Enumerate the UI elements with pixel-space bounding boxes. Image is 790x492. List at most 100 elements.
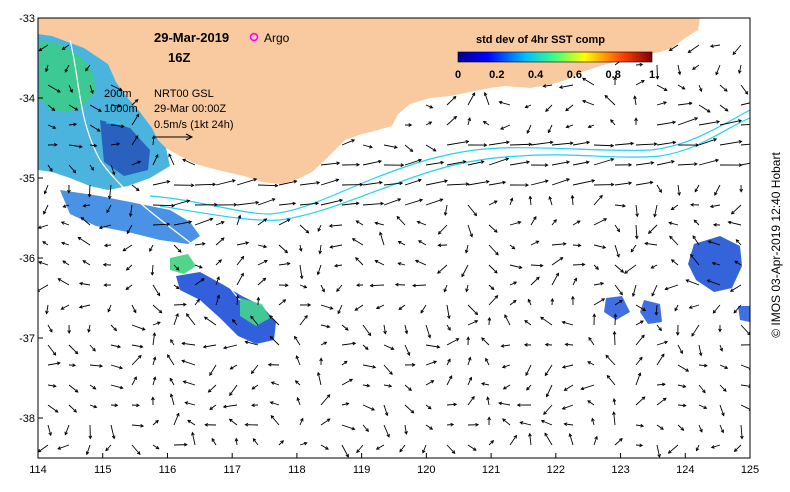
current-arrow <box>509 264 523 269</box>
current-arrow <box>173 220 193 226</box>
current-arrow <box>131 113 140 126</box>
current-arrow <box>173 183 195 188</box>
current-arrow <box>257 277 267 286</box>
current-arrow <box>110 124 125 129</box>
current-arrow <box>740 344 750 346</box>
current-arrow <box>316 264 322 276</box>
current-arrow <box>383 384 393 388</box>
current-arrow <box>467 395 475 406</box>
current-arrow <box>299 181 321 186</box>
current-arrow <box>544 432 553 446</box>
current-arrow <box>740 424 744 440</box>
current-arrow <box>251 384 259 390</box>
current-arrow <box>570 194 575 206</box>
current-arrow <box>561 320 574 326</box>
current-arrow <box>543 404 553 416</box>
current-arrow <box>379 231 385 246</box>
current-arrow <box>404 404 415 414</box>
current-arrow <box>404 363 416 367</box>
current-arrow <box>692 64 700 70</box>
current-arrow <box>498 401 511 406</box>
current-arrow <box>509 434 517 446</box>
current-arrow <box>614 181 633 186</box>
current-arrow <box>582 99 595 106</box>
current-arrow <box>187 419 196 426</box>
current-arrow <box>362 159 383 166</box>
current-arrow <box>734 260 742 266</box>
current-arrow <box>698 384 706 394</box>
current-arrow <box>152 222 171 227</box>
current-arrow <box>60 221 70 226</box>
current-arrow <box>362 404 376 411</box>
current-arrow <box>593 281 605 286</box>
current-arrow <box>88 424 93 440</box>
current-vector-field <box>38 44 750 458</box>
current-arrow <box>107 304 112 313</box>
current-arrow <box>85 444 91 456</box>
current-arrow <box>548 195 553 206</box>
current-arrow <box>635 396 646 406</box>
current-arrow <box>105 444 112 452</box>
current-arrow <box>202 344 217 349</box>
current-arrow <box>446 95 457 106</box>
x-tick-label: 122 <box>547 464 565 476</box>
current-arrow <box>412 283 427 288</box>
current-arrow <box>236 200 260 206</box>
current-arrow <box>89 364 104 368</box>
current-arrow <box>236 241 250 246</box>
current-arrow <box>425 144 437 152</box>
current-arrow <box>656 101 668 106</box>
current-arrow <box>733 444 742 452</box>
current-arrow <box>735 239 742 246</box>
current-arrow <box>719 344 724 352</box>
current-arrow <box>488 284 495 291</box>
current-arrow <box>550 297 555 306</box>
current-arrow <box>691 324 700 337</box>
current-arrow <box>446 375 453 386</box>
current-arrow <box>278 261 291 266</box>
current-arrow <box>528 195 533 206</box>
current-arrow <box>509 142 533 147</box>
current-arrow <box>501 364 511 369</box>
current-arrow <box>128 204 133 218</box>
current-arrow <box>467 204 478 217</box>
current-arrow <box>698 424 703 433</box>
current-arrow <box>530 240 540 246</box>
current-arrow <box>47 344 57 356</box>
current-arrow <box>181 359 196 366</box>
current-arrow <box>587 361 595 366</box>
current-arrow <box>47 361 61 366</box>
current-arrow <box>383 198 402 206</box>
current-arrow <box>341 201 360 206</box>
current-arrow <box>45 304 49 315</box>
current-arrow <box>278 201 297 206</box>
current-arrow <box>85 64 91 72</box>
current-arrow <box>89 84 94 95</box>
current-arrow <box>404 123 413 127</box>
current-arrow <box>612 411 616 426</box>
current-arrow <box>551 257 564 266</box>
current-arrow <box>215 202 238 207</box>
current-arrow <box>614 224 621 233</box>
current-arrow <box>257 198 276 206</box>
current-arrow <box>467 117 471 126</box>
current-arrow <box>712 304 721 314</box>
current-arrow <box>257 244 268 249</box>
current-arrow <box>635 320 644 326</box>
current-arrow <box>483 91 490 106</box>
current-arrow <box>572 220 581 226</box>
current-arrow <box>416 220 427 226</box>
current-arrow <box>82 260 91 266</box>
current-arrow <box>341 360 348 366</box>
current-arrow <box>670 259 679 266</box>
current-arrow <box>719 84 728 92</box>
current-arrow <box>43 184 49 195</box>
current-arrow <box>47 324 53 333</box>
current-arrow <box>152 180 171 186</box>
current-arrow <box>251 403 259 408</box>
current-arrow <box>399 444 406 453</box>
current-arrow <box>38 284 49 292</box>
current-arrow <box>593 182 615 187</box>
current-arrow <box>299 284 308 289</box>
current-arrow <box>677 364 690 372</box>
